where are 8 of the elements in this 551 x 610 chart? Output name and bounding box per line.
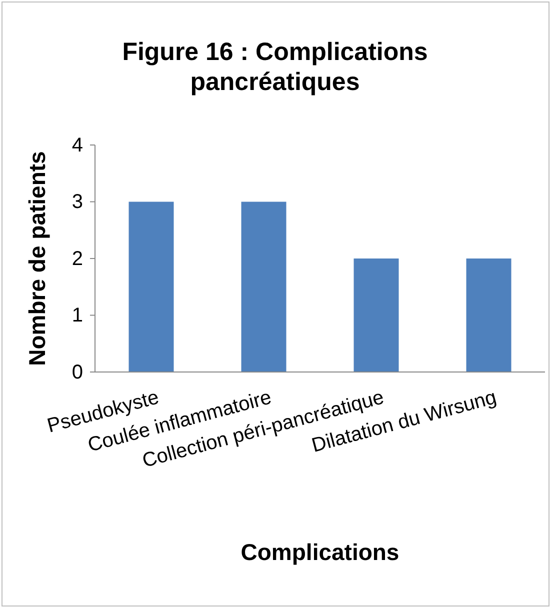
y-tick-label: 1 (72, 304, 83, 327)
y-tick-label: 3 (72, 191, 83, 214)
y-tick-label: 4 (72, 134, 83, 156)
y-axis-title: Nombre de patients (24, 151, 50, 366)
chart-title: Figure 16 : Complications pancréatiques (122, 38, 428, 96)
y-tick-label: 0 (72, 361, 83, 384)
y-tick-label: 2 (72, 248, 83, 270)
x-axis-title: Complications (240, 539, 400, 565)
